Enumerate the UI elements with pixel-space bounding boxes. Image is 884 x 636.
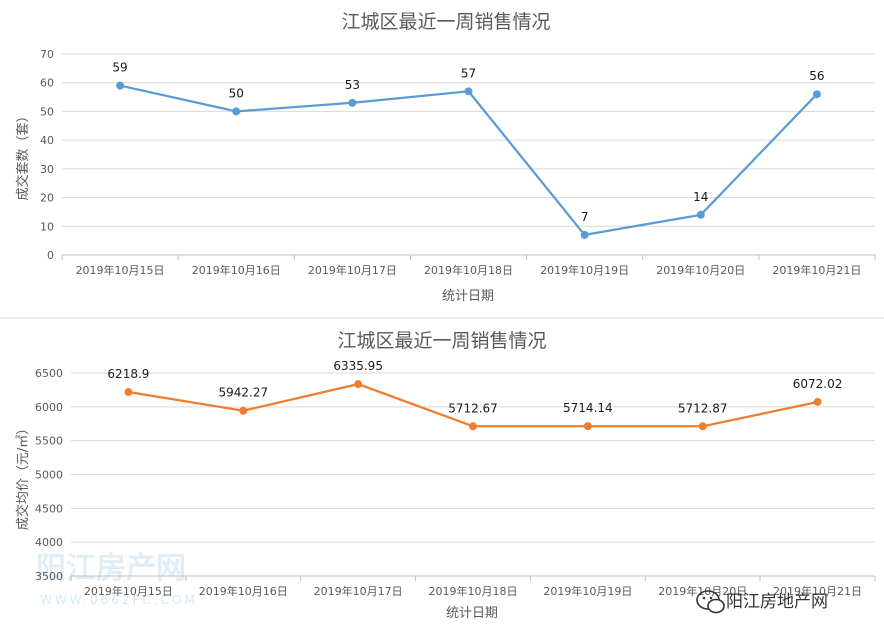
data-point	[580, 230, 589, 239]
y-tick-label: 10	[40, 220, 54, 233]
x-tick-label: 2019年10月21日	[772, 263, 861, 277]
x-axis-title: 统计日期	[442, 289, 494, 304]
y-tick-label: 6500	[35, 367, 63, 380]
x-tick-label: 2019年10月15日	[84, 584, 173, 598]
x-tick-label: 2019年10月19日	[543, 584, 632, 598]
x-axis: 2019年10月15日 2019年10月16日 2019年10月17日 2019年10…	[70, 576, 876, 598]
data-point	[232, 107, 241, 116]
watermark-subtext: WWW.0662FC.COM	[40, 593, 198, 607]
y-tick-label: 5000	[35, 469, 63, 482]
data-point	[116, 81, 125, 90]
chart-title: 江城区最近一周销售情况	[341, 11, 550, 33]
x-tick-label: 2019年10月19日	[540, 263, 629, 277]
y-tick-label: 30	[40, 163, 54, 176]
data-point	[348, 98, 357, 107]
data-label: 5712.67	[448, 401, 498, 415]
y-tick-label: 50	[40, 105, 54, 118]
watermark-text: 阳江房产网	[36, 551, 186, 586]
grid	[71, 372, 875, 577]
x-axis: 2019年10月15日 2019年10月16日 2019年10月17日 2019年10…	[61, 255, 876, 277]
data-point	[239, 406, 248, 415]
data-point	[698, 422, 707, 431]
data-label: 5942.27	[218, 386, 268, 400]
data-label: 5712.87	[678, 401, 728, 415]
data-label: 6072.02	[793, 377, 843, 391]
y-tick-label: 70	[40, 48, 54, 61]
watermark: 阳江房产网 WWW.0662FC.COM	[36, 551, 198, 607]
data-label: 56	[809, 69, 824, 83]
data-label: 5714.14	[563, 401, 613, 415]
data-label: 6218.9	[107, 367, 149, 381]
data-label: 57	[461, 66, 476, 80]
series-layer: 59 50 53 57 7 14 56	[112, 61, 825, 239]
x-tick-label: 2019年10月16日	[192, 263, 281, 277]
y-tick-label: 20	[40, 192, 54, 205]
x-tick-label: 2019年10月18日	[424, 263, 513, 277]
data-label: 59	[112, 61, 127, 75]
y-axis-title: 成交均价（元/㎡）	[15, 422, 31, 530]
data-label: 7	[581, 210, 589, 224]
data-point	[696, 210, 705, 219]
series-line	[119, 84, 818, 237]
data-point	[124, 388, 133, 397]
data-label: 14	[693, 190, 708, 204]
x-tick-label: 2019年10月21日	[773, 584, 862, 598]
y-axis: 3500 4000 4500 5000 5500 6000 6500	[35, 367, 63, 583]
series-layer: 6218.9 5942.27 6335.95 5712.67 5714.14 5712.8…	[107, 359, 843, 431]
data-point	[464, 87, 473, 96]
y-tick-label: 60	[40, 77, 54, 90]
y-tick-label: 3500	[35, 570, 63, 583]
x-tick-label: 2019年10月20日	[656, 263, 745, 277]
brand-text: 阳江房地产网	[726, 592, 828, 612]
x-tick-label: 2019年10月15日	[76, 263, 165, 277]
data-point	[469, 422, 477, 431]
wechat-icon	[696, 590, 725, 614]
data-point	[583, 422, 592, 431]
x-axis-title: 统计日期	[446, 606, 498, 621]
chart-avg-price: 江城区最近一周销售情况 3500 4000 4500 5000 5500 6000 6500…	[15, 330, 876, 621]
data-label: 6335.95	[333, 359, 383, 373]
data-point	[812, 90, 821, 99]
y-axis-title: 成交套数（套）	[15, 109, 31, 200]
y-tick-label: 0	[47, 249, 54, 262]
x-tick-label: 2019年10月17日	[314, 584, 403, 598]
x-tick-label: 2019年10月16日	[199, 584, 288, 598]
y-tick-label: 5500	[35, 435, 63, 448]
y-tick-label: 4500	[35, 502, 63, 515]
data-label: 50	[229, 86, 244, 100]
x-tick-label: 2019年10月20日	[658, 584, 747, 598]
y-tick-label: 40	[40, 134, 54, 147]
chart-title: 江城区最近一周销售情况	[337, 330, 546, 352]
grid	[62, 53, 875, 256]
x-tick-label: 2019年10月17日	[308, 263, 397, 277]
x-tick-label: 2019年10月18日	[429, 584, 518, 598]
brand-mark: 阳江房地产网	[696, 590, 828, 614]
y-tick-label: 4000	[35, 536, 63, 549]
data-point	[813, 397, 822, 406]
y-axis: 0 10 20 30 40 50 60 70	[40, 48, 54, 262]
data-label: 53	[345, 78, 360, 92]
data-point	[354, 380, 363, 389]
y-tick-label: 6000	[35, 401, 63, 414]
